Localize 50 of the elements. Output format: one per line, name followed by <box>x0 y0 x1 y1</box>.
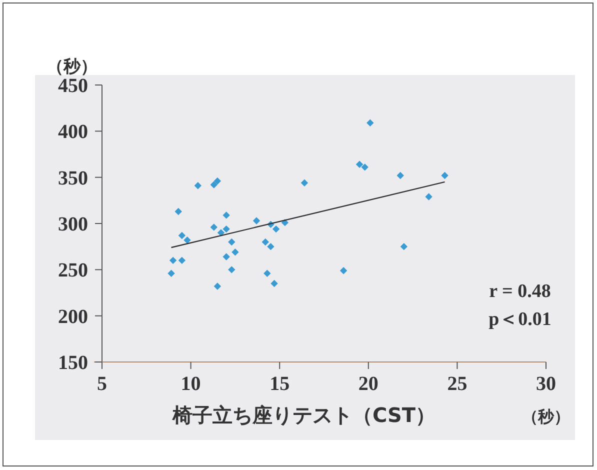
point <box>425 193 432 200</box>
point <box>222 212 230 219</box>
y-tick-label: 150 <box>58 352 88 374</box>
point <box>396 172 404 180</box>
point <box>222 225 230 233</box>
point <box>168 270 175 277</box>
point <box>174 208 182 216</box>
point <box>178 232 186 240</box>
y-tick-label: 300 <box>58 214 88 236</box>
point <box>267 242 274 250</box>
x-tick-label: 30 <box>536 373 556 395</box>
text: （秒） <box>522 408 570 426</box>
y-tick-label: 400 <box>58 121 88 144</box>
point <box>400 242 408 250</box>
point <box>214 282 222 290</box>
point <box>194 182 202 190</box>
point <box>340 266 348 274</box>
y-tick-label: 350 <box>58 167 88 190</box>
x-tick-label: 20 <box>358 373 378 395</box>
x-tick-label: 5 <box>97 373 107 395</box>
annotation: r = 0.48 <box>489 281 551 302</box>
point <box>300 179 308 186</box>
x-tick-label: 25 <box>447 373 468 395</box>
x-axis-title: 椅子立ち座りテスト（CST） <box>171 403 436 427</box>
point <box>222 253 230 260</box>
y-tick-label: 450 <box>58 75 88 97</box>
point <box>228 266 236 274</box>
x-tick-label: 15 <box>270 373 290 395</box>
point <box>361 164 368 171</box>
x-tick-label: 10 <box>180 373 201 395</box>
point <box>169 256 177 264</box>
point <box>252 217 260 224</box>
point <box>270 280 278 288</box>
point <box>356 160 364 168</box>
point <box>272 225 280 233</box>
annotation: p＜0.01 <box>488 309 552 330</box>
point <box>184 236 191 244</box>
point <box>232 248 239 256</box>
y-axis-title: （秒） <box>46 57 98 77</box>
point <box>441 172 448 180</box>
point <box>210 181 218 188</box>
y-tick-label: 250 <box>58 260 88 282</box>
point <box>228 238 236 246</box>
point <box>178 256 186 264</box>
point <box>214 177 222 185</box>
point <box>366 119 374 126</box>
y-tick-label: 200 <box>58 306 88 328</box>
point <box>264 270 271 277</box>
point <box>210 224 218 231</box>
point <box>262 238 269 246</box>
